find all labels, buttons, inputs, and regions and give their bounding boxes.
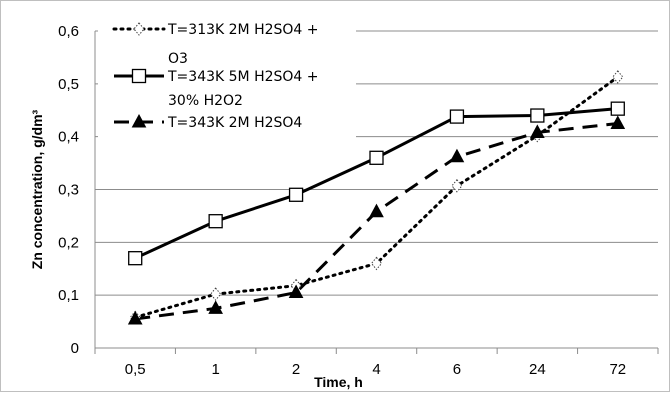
series-2-point: [610, 101, 625, 116]
series-3-point: [369, 203, 384, 218]
legend-label: O3: [168, 51, 188, 67]
series-2-point: [208, 214, 223, 229]
legend-label: 30% H2O2: [168, 93, 243, 109]
series-3-point: [288, 284, 304, 299]
y-tick-label: 0,6: [58, 23, 79, 40]
x-tick-label: 4: [372, 361, 380, 378]
y-tick-label: 0: [71, 340, 79, 357]
series-1-point: [209, 287, 222, 301]
series-3-point: [127, 310, 143, 325]
legend-label: T=343K 5M H2SO4 +: [167, 69, 319, 85]
x-tick-label: 24: [529, 361, 546, 378]
x-tick-label: 1: [211, 361, 219, 378]
series-3-point: [530, 124, 545, 138]
series-3-point: [449, 148, 465, 163]
x-tick-label: 0,5: [125, 361, 146, 378]
y-tick-label: 0,4: [58, 129, 79, 146]
x-tick-label: 6: [453, 361, 461, 378]
series-1-point: [370, 256, 383, 271]
x-tick-label: 2: [292, 361, 300, 378]
x-axis-title: Time, h: [314, 374, 363, 390]
series-2-point: [128, 251, 143, 266]
legend-label: T=313K 2M H2SO4 +: [167, 22, 319, 38]
y-tick-label: 0,3: [58, 182, 79, 199]
series-2-point: [449, 109, 465, 124]
legend-swatch-marker-3: [131, 113, 147, 128]
series-2-point: [288, 187, 304, 202]
x-tick-label: 72: [609, 361, 626, 378]
y-tick-label: 0,1: [58, 287, 79, 304]
series-2-point: [369, 150, 384, 165]
series-3-point: [610, 115, 626, 129]
series-3-point: [208, 300, 223, 314]
y-tick-label: 0,2: [58, 234, 79, 251]
y-axis-title: Zn concentration, g/dm³: [29, 109, 45, 269]
legend-swatch-marker-1: [133, 22, 145, 36]
series-2-point: [530, 108, 545, 123]
y-tick-label: 0,5: [58, 76, 79, 93]
series-1-point: [451, 179, 463, 193]
legend-swatch-marker-2: [131, 68, 147, 84]
series-1-point: [612, 70, 624, 84]
legend-label: T=343K 2M H2SO4: [167, 115, 302, 131]
